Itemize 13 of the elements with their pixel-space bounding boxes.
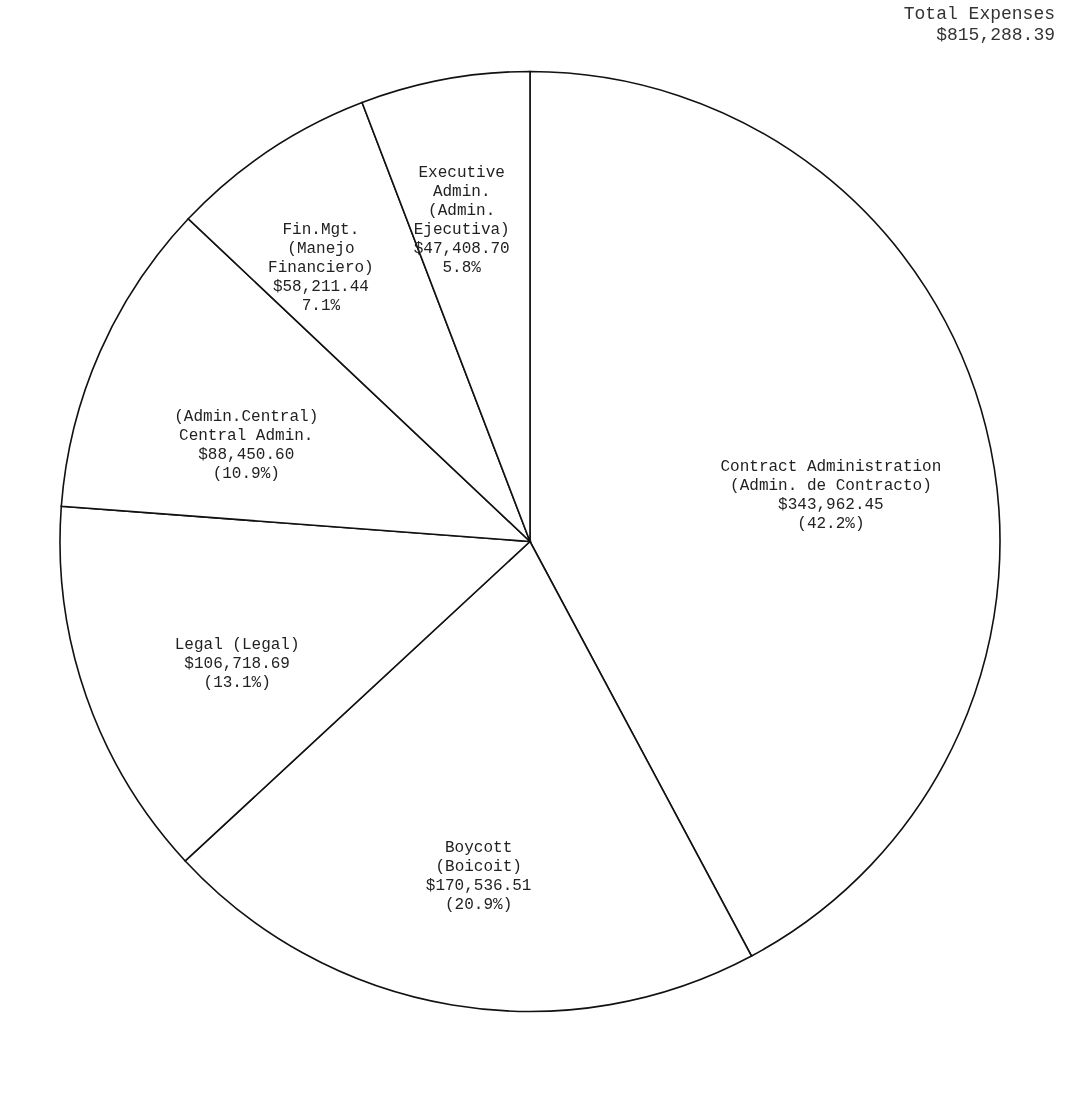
slice-label: Boycott (Boicoit) [435,839,522,877]
data-label: $106,718.69 (13.1%) [184,654,290,692]
slice-label: (Admin.Central) Central Admin. [174,408,319,446]
data-label: $58,211.44 7.1% [272,278,369,315]
chart-title: Total Expenses [903,4,1055,24]
data-label: $343,962.45 (42.2%) [778,496,884,534]
chart-subtitle: $815,288.39 [936,25,1055,45]
data-label: $170,536.51 (20.9%) [425,877,532,915]
slice-label: Contract Administration (Admin. de Contracto) [720,458,942,496]
data-label: $88,450.60 (10.9%) [198,446,295,484]
slice-label: Executive Admin. (Admin. Ejecutiva) [413,163,510,239]
slice-label: Fin.Mgt. (Manejo Financiero) [268,221,374,277]
slice-label: Legal (Legal) [174,635,300,654]
